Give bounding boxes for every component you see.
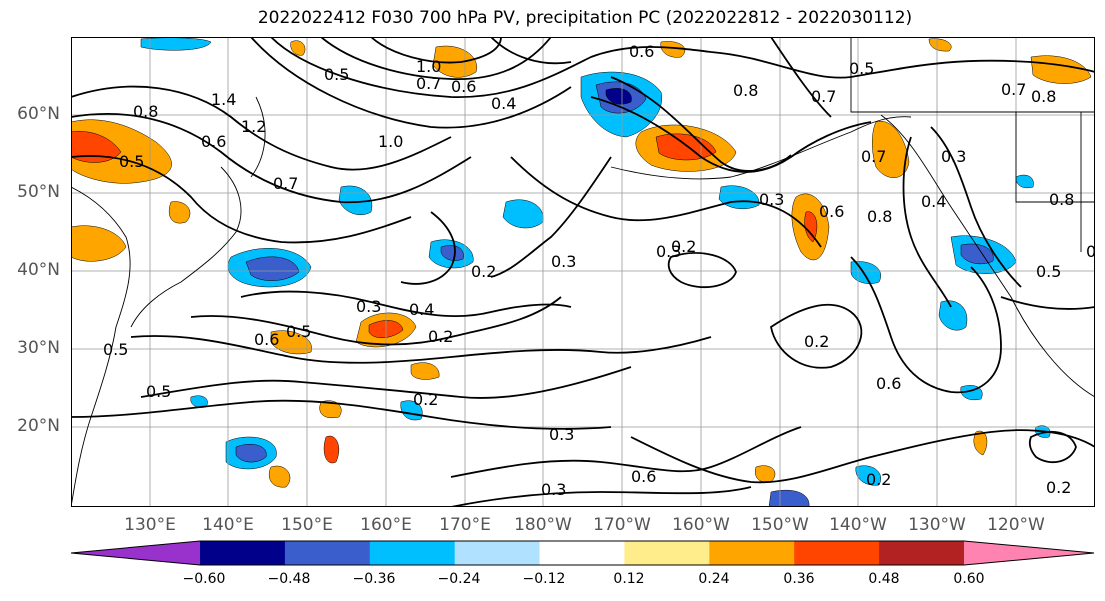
contour-label: 1.0 bbox=[416, 57, 441, 76]
colorbar-tick-label: −0.12 bbox=[522, 571, 566, 587]
lon-label: 170°E bbox=[439, 515, 491, 535]
contour-label: 0.2 bbox=[1046, 478, 1071, 497]
contour-label: 0.2 bbox=[866, 470, 891, 489]
colorbar-segment bbox=[369, 541, 456, 565]
contour-label: 0.4 bbox=[921, 192, 946, 211]
contour-label: 0.3 bbox=[656, 242, 681, 261]
colorbar-segment bbox=[539, 541, 625, 565]
colorbar-tick-label: 0.24 bbox=[698, 571, 730, 587]
contour-label: 1.2 bbox=[241, 117, 266, 136]
chart-title: 2022022412 F030 700 hPa PV, precipitatio… bbox=[257, 8, 913, 28]
contour-label: 0.2 bbox=[1086, 242, 1095, 261]
negative-precip-shading bbox=[140, 37, 1051, 507]
lon-label: 160°W bbox=[672, 515, 730, 535]
colorbar-segment bbox=[964, 541, 1094, 565]
contour-label: 0.6 bbox=[451, 77, 476, 96]
contour-label: 0.5 bbox=[1036, 262, 1061, 281]
colorbar-outline bbox=[70, 540, 1095, 566]
contour-label: 0.2 bbox=[413, 390, 438, 409]
contour-label: 0.5 bbox=[286, 322, 311, 341]
colorbar-segment bbox=[200, 541, 286, 565]
contour-label: 0.7 bbox=[416, 74, 441, 93]
lon-label: 130°W bbox=[908, 515, 966, 535]
colorbar bbox=[70, 540, 1095, 566]
lat-label: 20°N bbox=[17, 416, 60, 436]
colorbar-tick-label: 0.60 bbox=[953, 571, 985, 587]
lat-label: 30°N bbox=[17, 338, 60, 358]
contour-label: 0.5 bbox=[849, 59, 874, 78]
contour-label: 0.8 bbox=[133, 102, 158, 121]
contour-label: 0.6 bbox=[201, 132, 226, 151]
colorbar-tick-label: 0.48 bbox=[868, 571, 900, 587]
colorbar-tick-label: −0.36 bbox=[352, 571, 396, 587]
colorbar-segment bbox=[454, 541, 541, 565]
contour-label: 0.6 bbox=[254, 330, 279, 349]
pv-precipitation-map: 0.6 0.5 1.0 0.7 0.6 0.4 0.8 0.7 0.5 0.7 … bbox=[71, 37, 1095, 507]
lon-label: 160°E bbox=[360, 515, 412, 535]
colorbar-segments bbox=[71, 541, 1094, 565]
colorbar-segment bbox=[284, 541, 371, 565]
contour-label: 0.2 bbox=[671, 237, 696, 256]
colorbar-tick-label: −0.48 bbox=[267, 571, 311, 587]
lon-label: 120°W bbox=[987, 515, 1045, 535]
colorbar-tick-label: −0.24 bbox=[437, 571, 481, 587]
contour-label: 0.3 bbox=[759, 190, 784, 209]
contour-label: 0.4 bbox=[409, 300, 434, 319]
contour-label: 0.2 bbox=[428, 327, 453, 346]
contour-label: 0.8 bbox=[733, 81, 758, 100]
lon-label: 140°W bbox=[829, 515, 887, 535]
contour-label: 0.5 bbox=[324, 65, 349, 84]
contour-label: 0.6 bbox=[629, 42, 654, 61]
colorbar-segment bbox=[709, 541, 795, 565]
colorbar-tick-label: 0.12 bbox=[613, 571, 645, 587]
lon-label: 180°W bbox=[514, 515, 572, 535]
contour-label: 0.8 bbox=[1049, 190, 1074, 209]
lat-label: 50°N bbox=[17, 182, 60, 202]
lat-label: 40°N bbox=[17, 260, 60, 280]
lon-label: 140°E bbox=[202, 515, 254, 535]
contour-label: 0.5 bbox=[146, 382, 171, 401]
contour-label: 0.6 bbox=[819, 202, 844, 221]
contour-label: 0.6 bbox=[876, 374, 901, 393]
contour-label: 0.3 bbox=[356, 297, 381, 316]
contour-label: 0.3 bbox=[541, 480, 566, 499]
map-frame bbox=[71, 37, 1095, 507]
contour-label: 0.4 bbox=[491, 94, 516, 113]
contour-label: 1.0 bbox=[378, 132, 403, 151]
contour-label: 0.7 bbox=[811, 87, 836, 106]
contour-label: 0.2 bbox=[471, 262, 496, 281]
contour-label: 0.3 bbox=[551, 252, 576, 271]
contour-label: 1.4 bbox=[211, 90, 236, 109]
lat-label: 60°N bbox=[17, 104, 60, 124]
contour-label: 0.5 bbox=[103, 340, 128, 359]
colorbar-segment bbox=[71, 541, 200, 565]
contour-label: 0.8 bbox=[1031, 87, 1056, 106]
colorbar-tick-label: −0.60 bbox=[182, 571, 226, 587]
contour-label: 0.5 bbox=[119, 152, 144, 171]
colorbar-tick-label: 0.36 bbox=[783, 571, 815, 587]
contour-label: 0.7 bbox=[1001, 80, 1026, 99]
contour-label: 0.8 bbox=[867, 207, 892, 226]
contour-label: 0.6 bbox=[631, 467, 656, 486]
contour-label: 0.3 bbox=[549, 425, 574, 444]
contour-label: 0.3 bbox=[941, 147, 966, 166]
colorbar-segment bbox=[879, 541, 965, 565]
lon-label: 150°W bbox=[751, 515, 809, 535]
contour-label: 0.7 bbox=[861, 147, 886, 166]
lon-label: 130°E bbox=[124, 515, 176, 535]
coastlines bbox=[71, 37, 1095, 507]
contour-labels: 0.6 0.5 1.0 0.7 0.6 0.4 0.8 0.7 0.5 0.7 … bbox=[103, 42, 1095, 499]
contour-label: 0.2 bbox=[804, 332, 829, 351]
lon-label: 170°W bbox=[593, 515, 651, 535]
pv-contours bbox=[71, 37, 1095, 507]
lon-label: 150°E bbox=[281, 515, 333, 535]
contour-label: 0.7 bbox=[273, 174, 298, 193]
colorbar-segment bbox=[794, 541, 880, 565]
colorbar-segment bbox=[624, 541, 710, 565]
